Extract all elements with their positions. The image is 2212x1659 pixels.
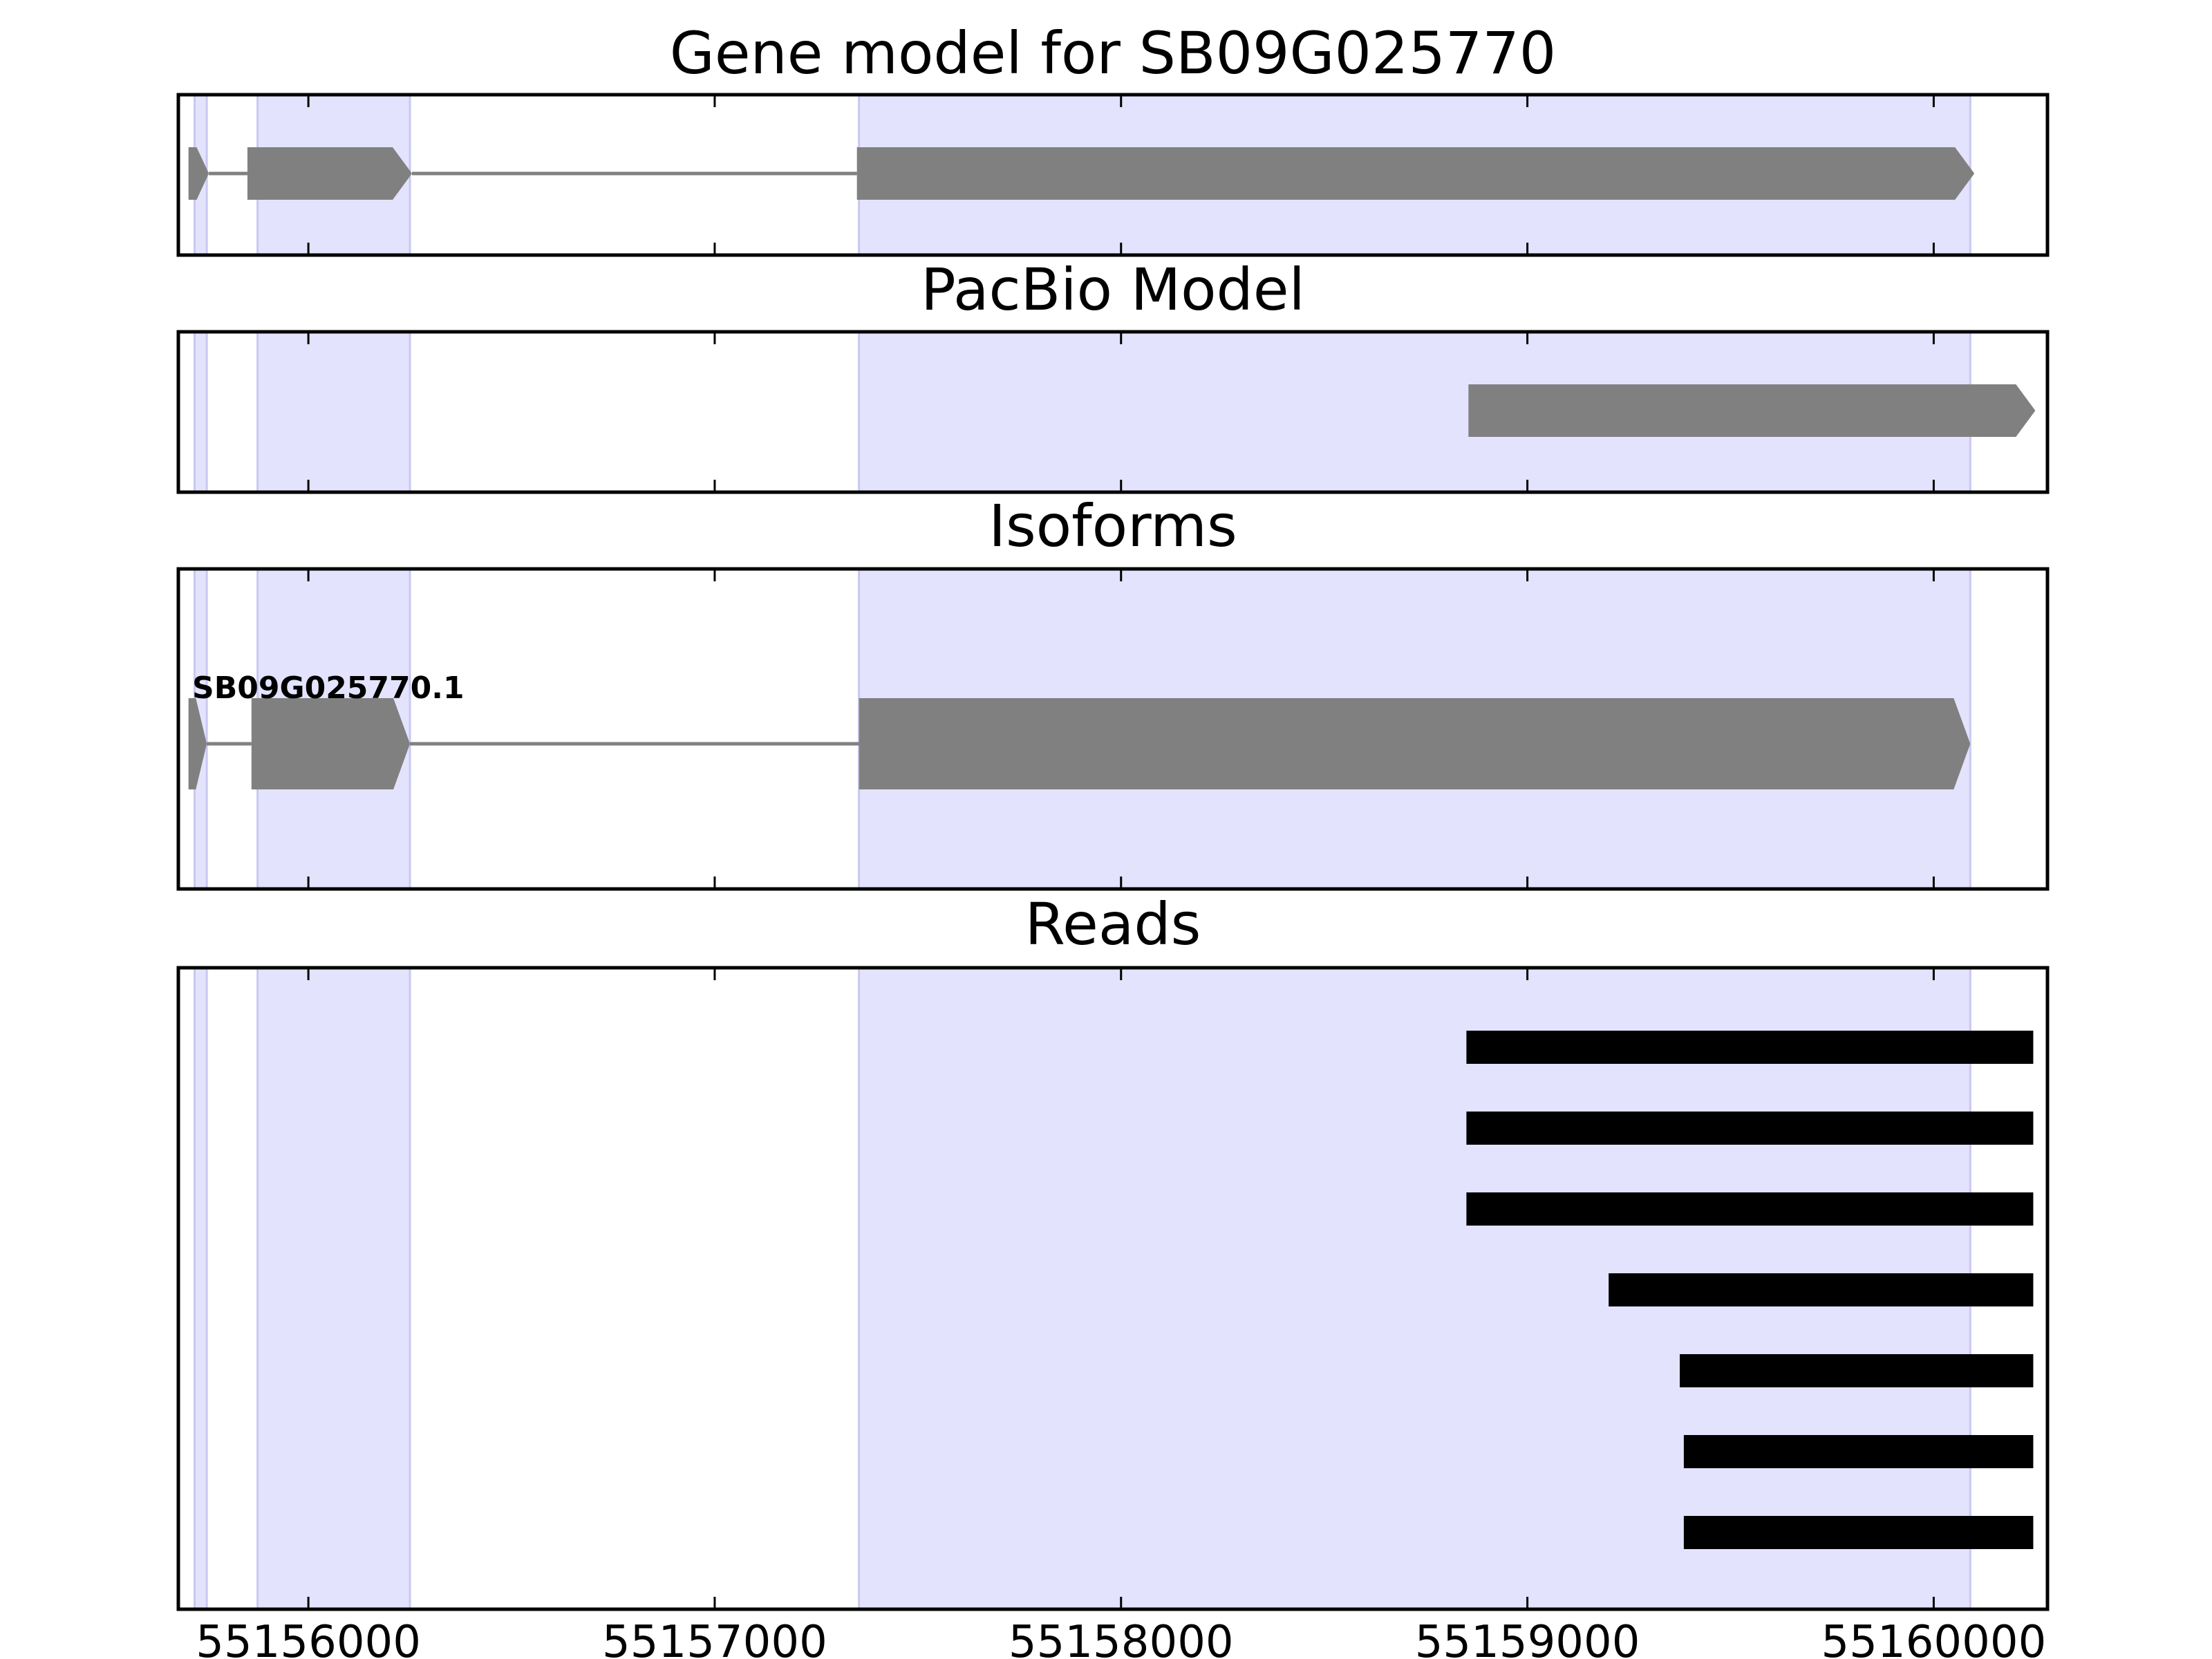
isoforms-ticks xyxy=(307,569,1935,889)
x-tick-label: 55159000 xyxy=(1415,1617,1640,1659)
gene-exon xyxy=(247,147,412,200)
read-bar xyxy=(1680,1354,2034,1387)
x-tick-label: 55157000 xyxy=(602,1617,827,1659)
isoforms-exon xyxy=(859,698,1971,789)
isoforms-features xyxy=(188,698,1971,789)
reads-frame xyxy=(176,966,2050,1611)
x-tick-label: 55158000 xyxy=(1009,1617,1234,1659)
pacbio-exon xyxy=(1468,384,2036,437)
x-tick-label: 55160000 xyxy=(1821,1617,2047,1659)
gene-model-frame xyxy=(176,93,2050,257)
read-bar xyxy=(1683,1435,2034,1468)
isoforms-title: Isoforms xyxy=(988,492,1237,560)
pacbio-features xyxy=(1468,384,2036,437)
pacbio-model-panel: PacBio Model xyxy=(176,256,2050,494)
exon-highlight-band xyxy=(194,330,208,494)
isoforms-frame xyxy=(176,567,2050,891)
gene-model-panel: Gene model for SB09G025770 xyxy=(176,19,2050,257)
pacbio-ticks xyxy=(307,332,1935,492)
reads-title: Reads xyxy=(1025,890,1201,958)
pacbio-model-title: PacBio Model xyxy=(921,256,1305,324)
read-bar xyxy=(1683,1516,2034,1549)
read-bar xyxy=(1466,1031,2034,1064)
reads-bars xyxy=(1466,1031,2034,1549)
gene-exon xyxy=(188,147,209,200)
reads-panel: Reads xyxy=(176,890,2050,1611)
gene-model-title: Gene model for SB09G025770 xyxy=(670,19,1556,87)
x-axis-tick-labels: 55156000 55157000 55158000 55159000 55160000 xyxy=(196,1617,2046,1659)
read-bar xyxy=(1466,1112,2034,1145)
exon-highlight-band xyxy=(256,966,411,1611)
pacbio-model-frame xyxy=(176,330,2050,494)
exon-highlight-band xyxy=(256,330,411,494)
read-bar xyxy=(1609,1273,2034,1306)
reads-ticks xyxy=(307,968,1935,1609)
exon-highlight-band xyxy=(194,966,208,1611)
isoforms-exon xyxy=(251,698,411,789)
read-bar xyxy=(1466,1192,2034,1226)
gene-exon xyxy=(856,147,1975,200)
gene-model-ticks xyxy=(307,95,1935,255)
x-tick-label: 55156000 xyxy=(196,1617,421,1659)
gene-model-features xyxy=(188,147,1975,200)
isoforms-panel: Isoforms SB09G025770.1 xyxy=(176,492,2050,891)
isoform-label: SB09G025770.1 xyxy=(192,671,465,706)
isoforms-exon xyxy=(188,698,207,789)
